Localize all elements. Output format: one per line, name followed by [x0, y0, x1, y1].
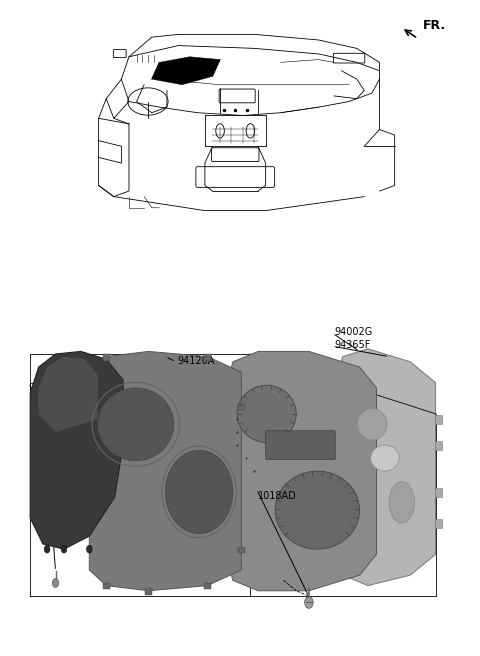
Polygon shape — [152, 57, 220, 85]
Bar — [435, 488, 442, 497]
Polygon shape — [334, 349, 435, 586]
Text: 94360D: 94360D — [29, 383, 67, 393]
Polygon shape — [89, 352, 241, 591]
Bar — [435, 415, 442, 424]
Bar — [435, 441, 442, 450]
Circle shape — [52, 579, 59, 588]
Ellipse shape — [237, 385, 296, 443]
Polygon shape — [225, 352, 376, 591]
Bar — [238, 546, 245, 553]
Text: 94363A: 94363A — [50, 489, 87, 499]
Ellipse shape — [98, 388, 174, 461]
Text: FR.: FR. — [423, 19, 446, 32]
Ellipse shape — [358, 409, 387, 440]
Circle shape — [305, 597, 313, 608]
Ellipse shape — [371, 445, 399, 471]
Polygon shape — [39, 357, 98, 432]
Bar — [238, 403, 245, 410]
Bar — [204, 354, 211, 361]
Bar — [435, 520, 442, 528]
Polygon shape — [30, 352, 123, 549]
Bar — [103, 583, 109, 590]
Circle shape — [44, 545, 50, 553]
Text: 94365F: 94365F — [334, 340, 370, 350]
Text: 94002G: 94002G — [334, 327, 372, 337]
Bar — [103, 354, 109, 361]
Ellipse shape — [389, 482, 414, 523]
Ellipse shape — [165, 450, 233, 533]
Ellipse shape — [275, 471, 360, 549]
Text: 1018AD: 1018AD — [258, 491, 296, 501]
Text: 94120A: 94120A — [178, 356, 215, 365]
Bar — [204, 583, 211, 590]
Circle shape — [86, 545, 92, 553]
Circle shape — [61, 545, 67, 553]
FancyBboxPatch shape — [266, 431, 335, 459]
Bar — [145, 588, 152, 595]
